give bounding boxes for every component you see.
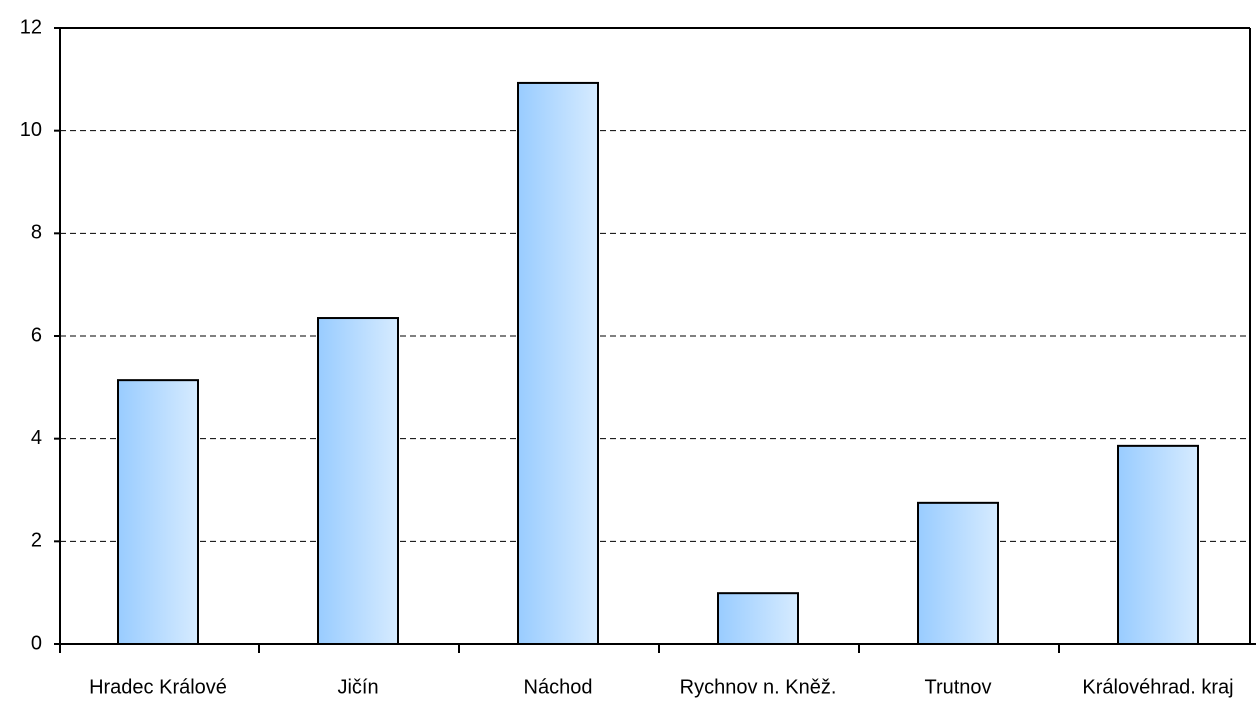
bar [317, 317, 399, 645]
y-tick-label: 10 [20, 119, 42, 141]
x-tick-label: Královéhrad. kraj [1082, 676, 1233, 698]
x-tick-label: Hradec Králové [89, 676, 227, 698]
y-tick-label: 2 [31, 530, 42, 552]
bar [717, 592, 799, 645]
bar [917, 501, 999, 646]
x-tick-label: Jičín [337, 676, 378, 698]
bar [117, 379, 199, 645]
y-tick-label: 8 [31, 222, 42, 244]
x-tick-label: Náchod [524, 676, 593, 698]
y-tick-label: 0 [31, 632, 42, 654]
y-tick-label: 4 [31, 427, 42, 449]
y-tick-label: 12 [20, 16, 42, 38]
x-tick-label: Trutnov [924, 676, 991, 698]
bar [1117, 444, 1199, 645]
bar [517, 81, 599, 645]
x-tick-label: Rychnov n. Kněž. [680, 676, 837, 698]
y-tick-label: 6 [31, 324, 42, 346]
